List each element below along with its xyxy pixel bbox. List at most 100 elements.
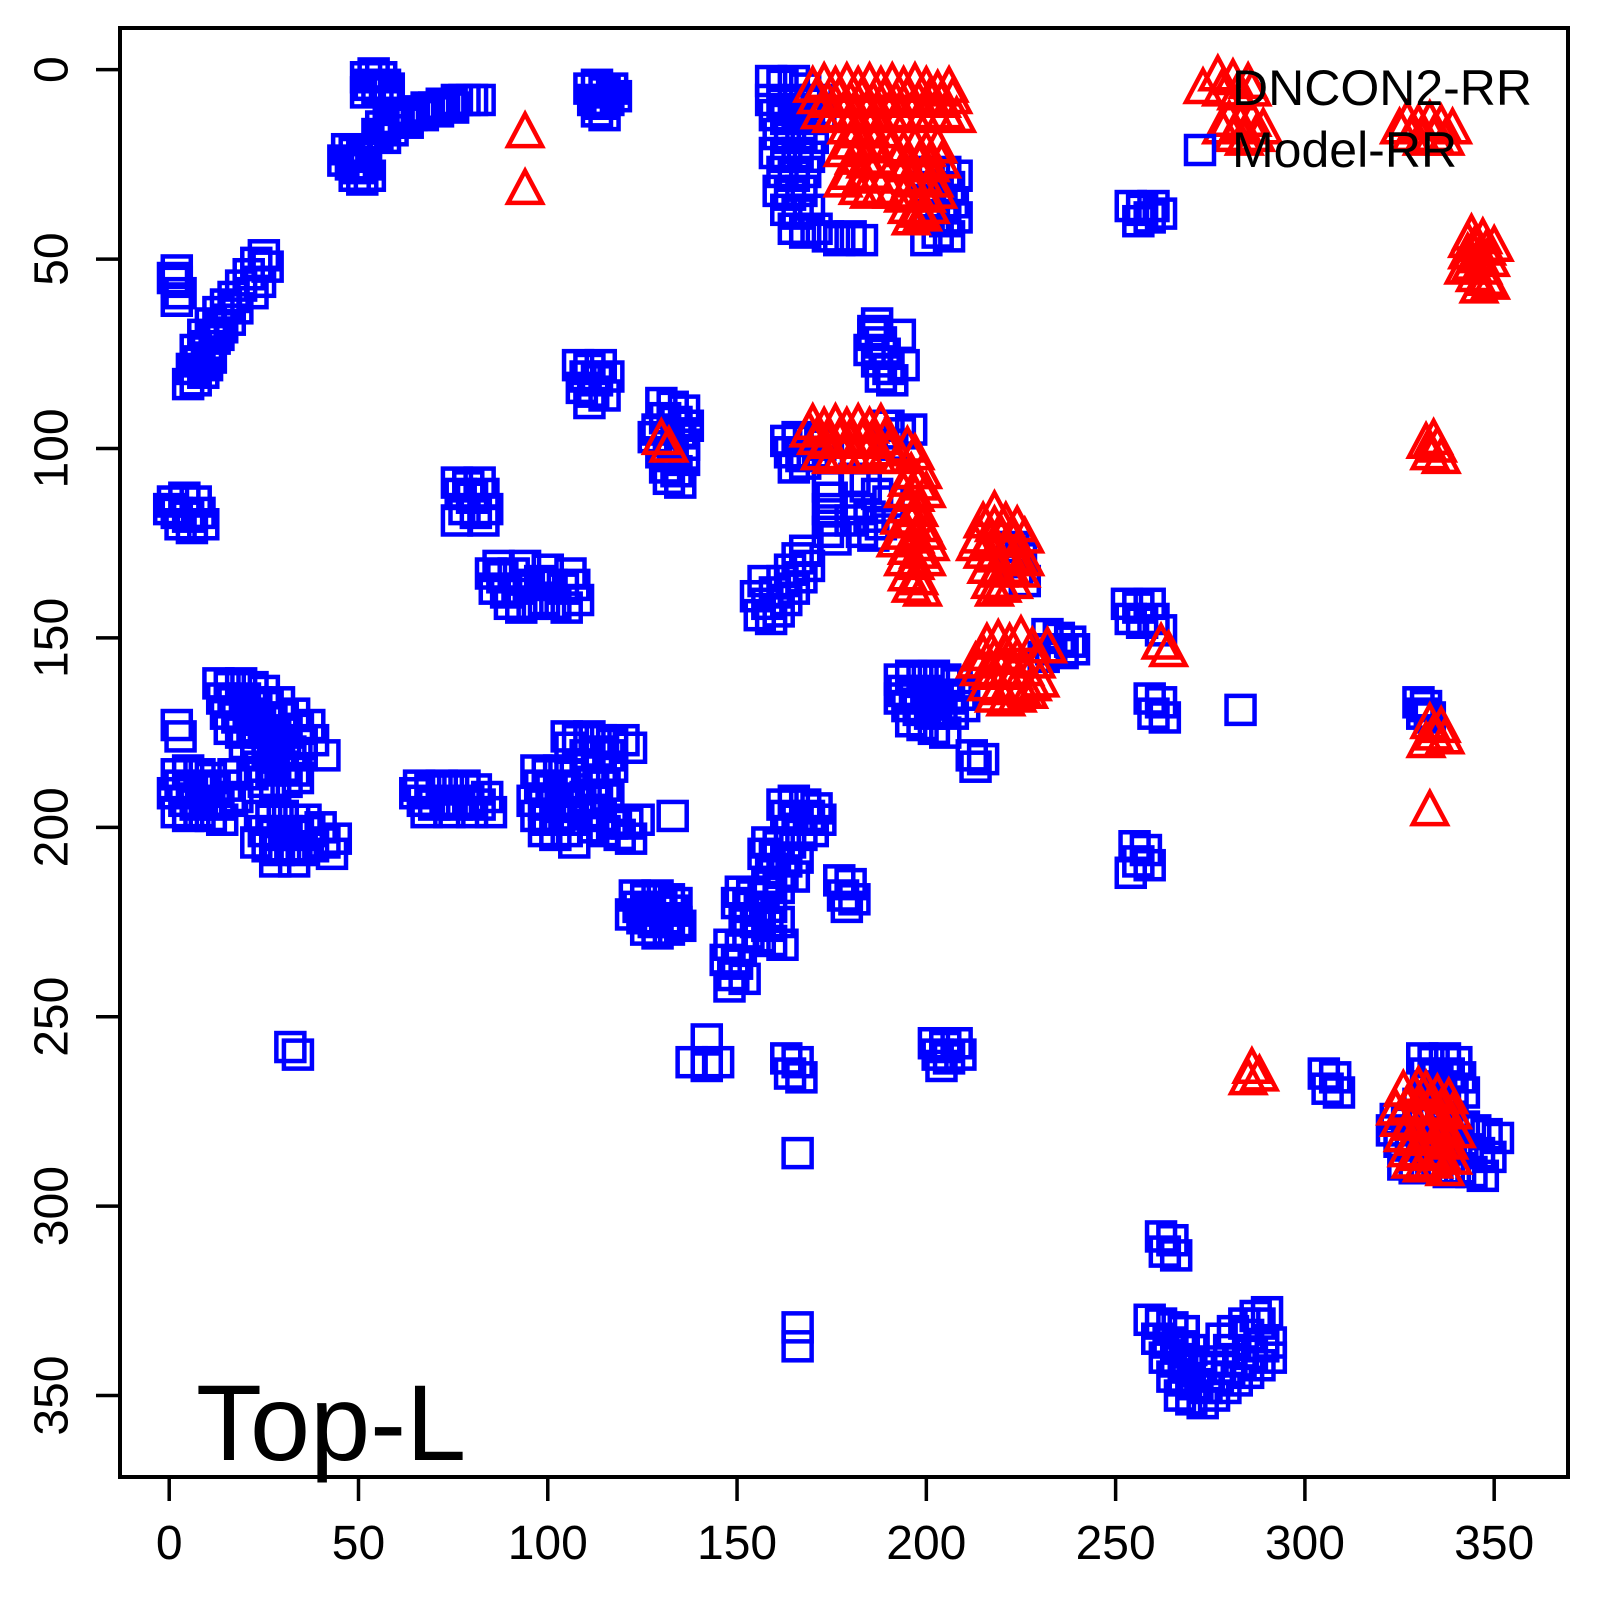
model-rr-point (1156, 1360, 1189, 1393)
dncon2-rr-point (879, 94, 921, 134)
dncon2-rr-point (875, 139, 917, 179)
model-rr-point (346, 140, 379, 174)
dncon2-rr-point (1424, 116, 1466, 156)
dncon2-rr-point (966, 544, 1008, 584)
x-tick-label: 150 (697, 1517, 777, 1570)
model-rr-point (171, 799, 205, 833)
model-rr-point (830, 890, 864, 924)
model-rr-point (603, 818, 636, 852)
model-rr-point (1133, 1303, 1166, 1337)
model-rr-point (164, 276, 197, 310)
dncon2-rr-point (882, 510, 925, 550)
legend-triangle-icon (1182, 65, 1224, 105)
model-rr-point (781, 1311, 814, 1344)
model-rr-point (1224, 693, 1257, 727)
legend: DNCON2-RR Model-RR (1182, 60, 1532, 178)
model-rr-point (368, 68, 402, 102)
y-axis-ticks: 0 50 100 150 200 250 300 350 (26, 56, 120, 1436)
legend-markers (1182, 65, 1224, 167)
y-tick-label: 100 (26, 408, 79, 488)
model-rr-point (179, 364, 212, 397)
dncon2-rr-point (1234, 113, 1277, 153)
model-rr-point (959, 750, 992, 783)
dncon2-rr-point (935, 94, 978, 134)
model-rr-point (690, 1049, 724, 1083)
model-rr-point (459, 496, 493, 530)
model-rr-point (1137, 697, 1170, 730)
dncon2-rr-point (810, 435, 853, 475)
model-rr-point (433, 795, 466, 829)
model-rr-point (929, 716, 962, 749)
x-axis-ticks: 0 50 100 150 200 250 300 350 (156, 1477, 1534, 1570)
model-rr-point (474, 795, 508, 829)
model-rr-point (762, 117, 795, 151)
model-rr-point (588, 76, 621, 109)
model-rr-point (1194, 1345, 1227, 1378)
x-tick-label: 350 (1454, 1517, 1534, 1570)
x-tick-label: 50 (332, 1517, 385, 1570)
dncon2-rr-point (1227, 1056, 1269, 1096)
model-rr-point (781, 1330, 814, 1363)
model-rr-point (838, 883, 871, 916)
model-rr-point (550, 591, 583, 624)
model-rr-point (800, 212, 833, 246)
model-rr-point (966, 742, 1000, 776)
model-rr-point (561, 723, 595, 757)
dncon2-rr-point (1405, 719, 1447, 759)
model-rr-point (1046, 636, 1079, 670)
dncon2-rr-point (799, 431, 842, 471)
model-rr-point (270, 765, 303, 799)
model-rr-point (1322, 1076, 1356, 1109)
dncon2-rr-point (962, 529, 1004, 569)
model-rr-point (1125, 606, 1159, 640)
model-rr-point (183, 795, 216, 829)
model-rr-point (1122, 845, 1155, 878)
model-rr-point (652, 913, 686, 946)
model-rr-point (955, 739, 989, 772)
model-rr-point (527, 814, 561, 848)
dncon2-rr-point (1390, 113, 1432, 153)
model-rr-point (410, 795, 443, 829)
model-rr-point (573, 386, 606, 420)
model-rr-point (754, 602, 788, 636)
series-dncon2-rr (504, 52, 1515, 1187)
x-tick-label: 300 (1265, 1517, 1345, 1570)
model-rr-point (758, 136, 792, 170)
model-rr-point (576, 375, 610, 408)
dncon2-rr-point (860, 166, 902, 206)
model-rr-point (277, 845, 311, 878)
x-tick-label: 100 (508, 1517, 588, 1570)
model-rr-point (247, 765, 281, 799)
model-rr-point (160, 708, 194, 742)
model-rr-point (194, 799, 228, 833)
model-rr-point (1141, 1322, 1174, 1355)
model-rr-point (1114, 602, 1148, 636)
series-model-rr (152, 57, 1515, 1420)
model-rr-point (1250, 1295, 1284, 1329)
model-rr-point (205, 803, 239, 836)
model-rr-point (281, 761, 315, 795)
model-rr-point (811, 492, 845, 526)
y-tick-label: 0 (26, 56, 79, 83)
model-rr-point (614, 822, 648, 855)
model-rr-point (785, 1061, 818, 1094)
plot-border (118, 26, 1570, 1479)
model-rr-point (1114, 856, 1148, 890)
model-rr-point (550, 814, 583, 848)
model-rr-point (561, 583, 595, 617)
dncon2-rr-point (822, 90, 864, 130)
model-rr-point (1235, 1337, 1269, 1371)
dncon2-rr-point (1223, 116, 1266, 156)
y-tick-label: 50 (26, 232, 79, 285)
dncon2-rr-point (504, 166, 546, 206)
dncon2-rr-point (1216, 71, 1258, 111)
dncon2-rr-point (871, 169, 914, 209)
dncon2-rr-point (810, 94, 853, 134)
dncon2-rr-point (1473, 222, 1515, 262)
model-rr-point (823, 223, 856, 257)
dncon2-rr-point (890, 563, 932, 603)
y-tick-label: 200 (26, 787, 79, 867)
model-rr-point (781, 1136, 814, 1170)
y-tick-label: 250 (26, 977, 79, 1057)
